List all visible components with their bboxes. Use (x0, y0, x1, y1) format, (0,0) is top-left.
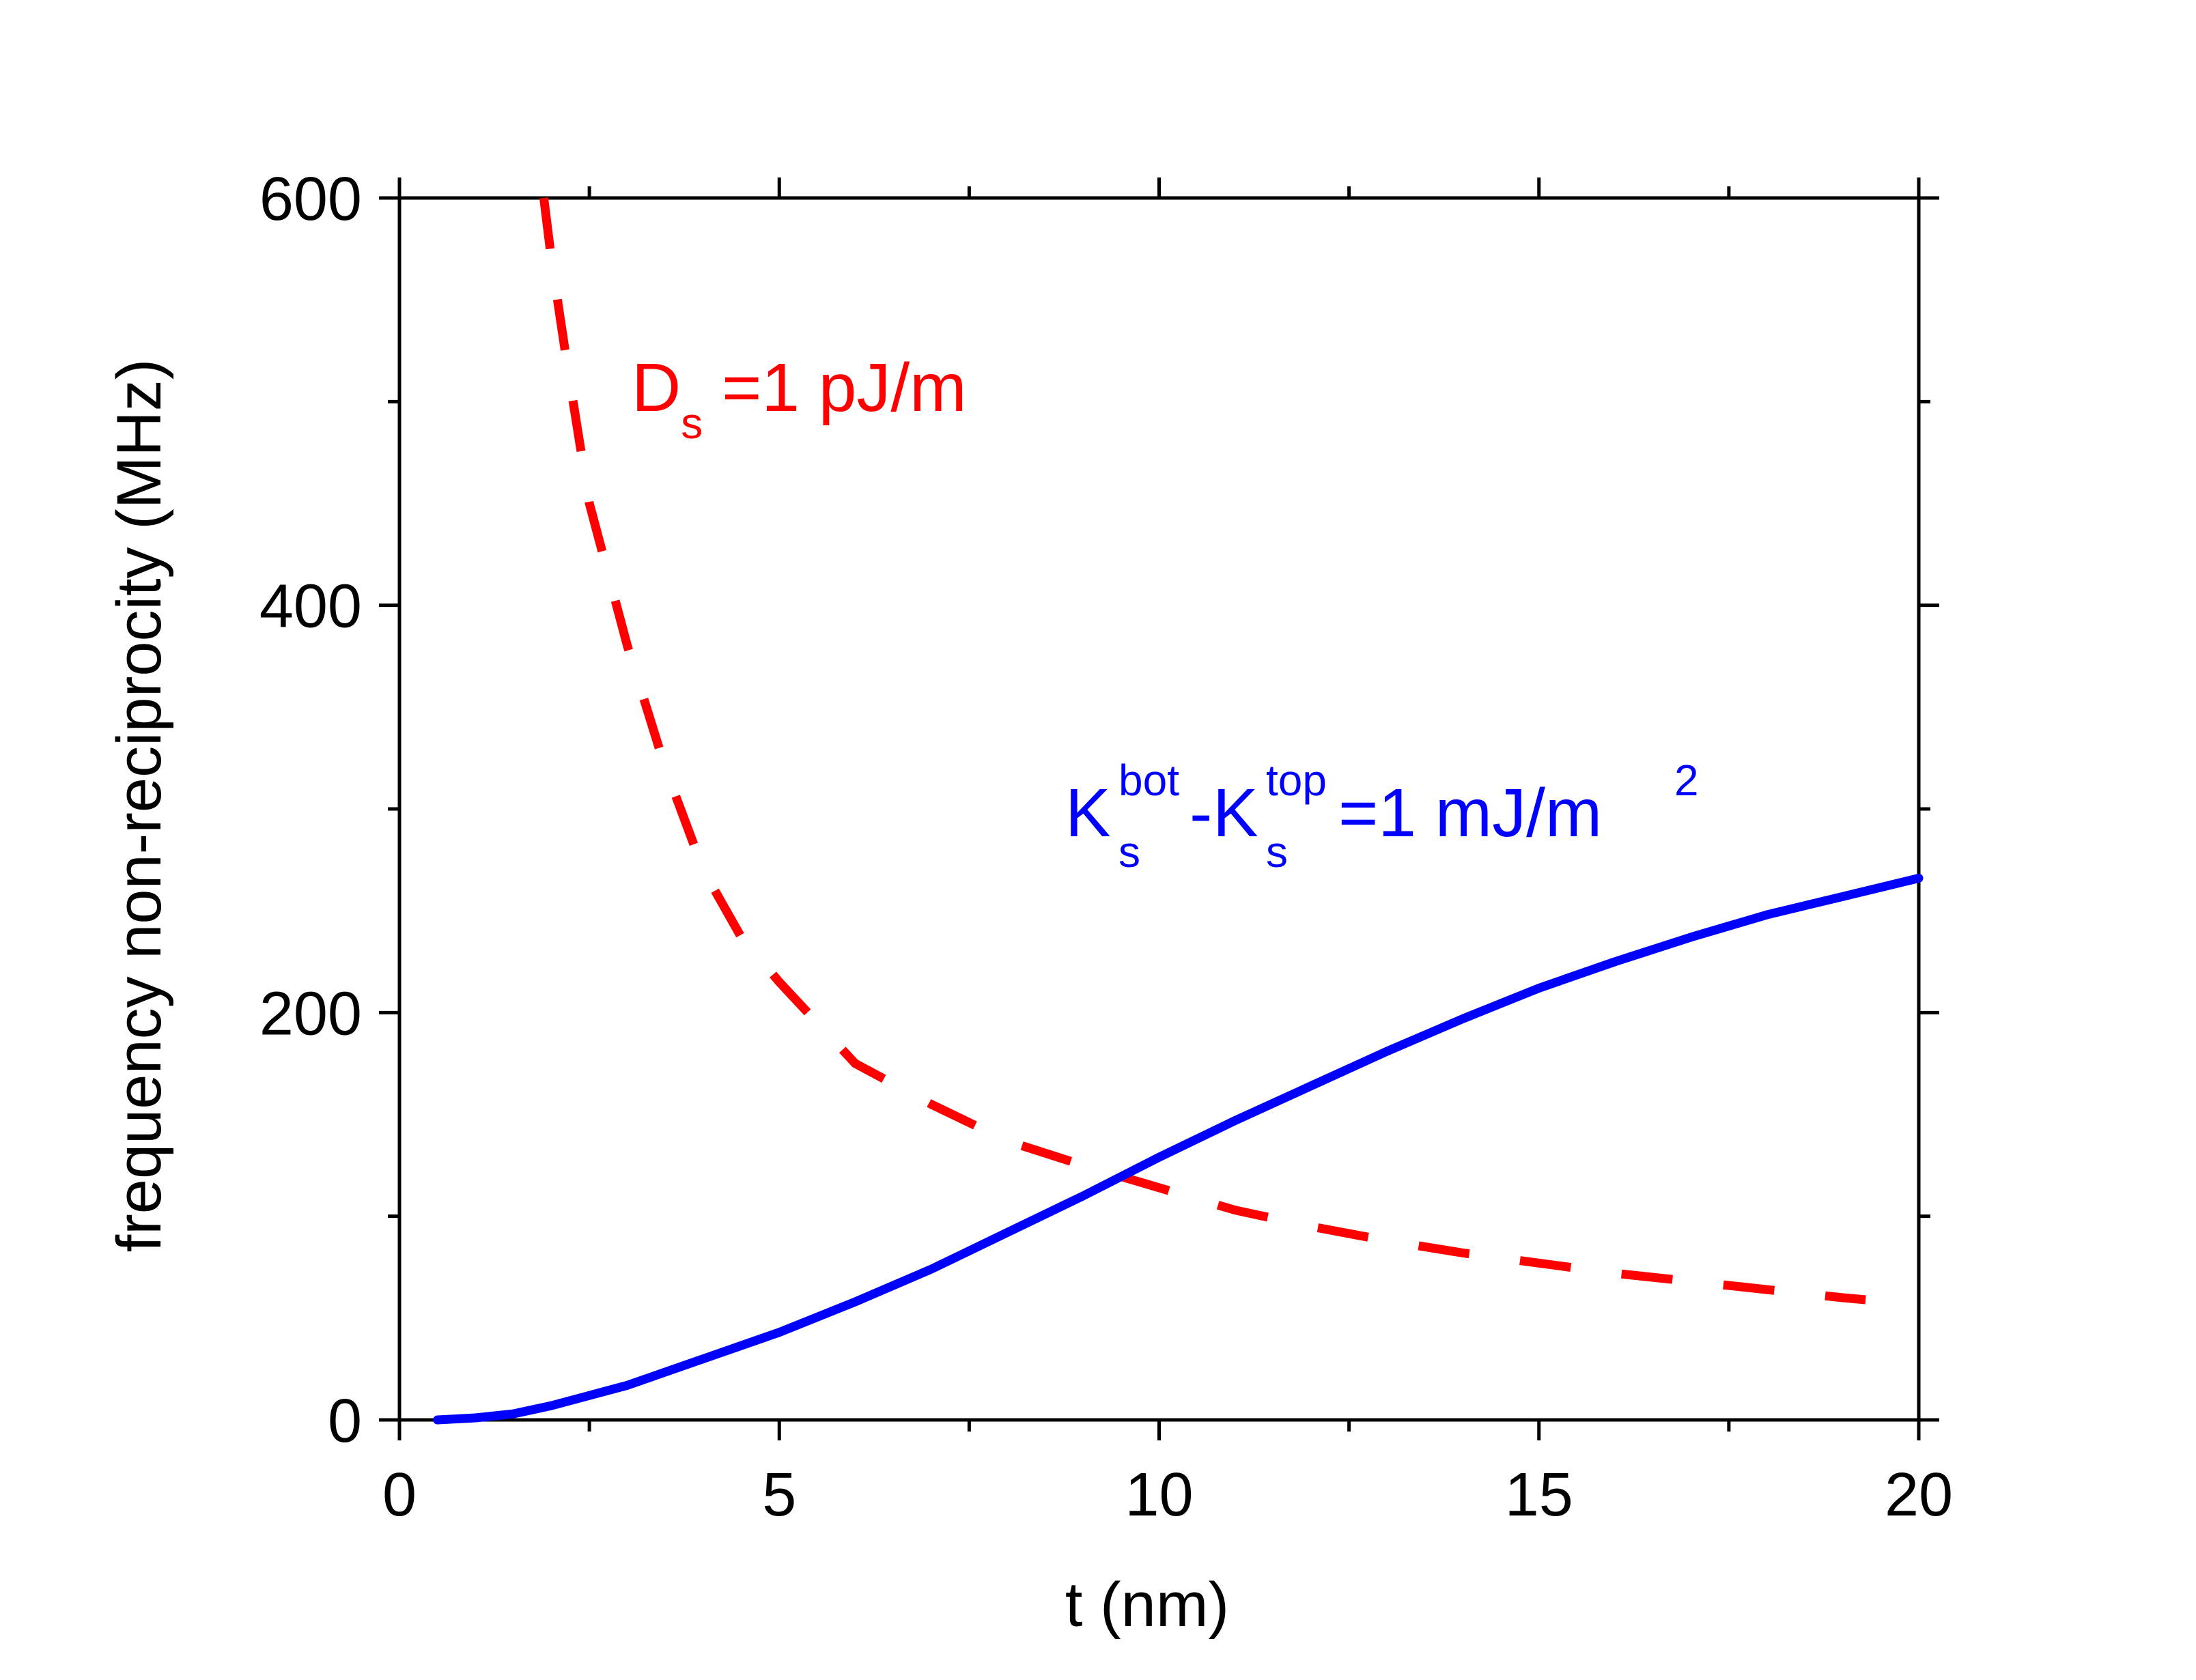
x-tick-label: 5 (762, 1461, 796, 1529)
annotation-ds-value: =1 pJ/m (703, 350, 966, 426)
annotation-ks-k1: K (1065, 775, 1111, 851)
annotation-ks-k1-sub: s (1118, 827, 1140, 877)
y-tick-label: 400 (259, 573, 362, 641)
annotation-ks-k2: K (1213, 775, 1258, 851)
annotation-ks-k2-sup: top (1266, 756, 1327, 805)
series-layer (433, 197, 1924, 1425)
annotation-ks: K bot s - K top s =1 mJ/m 2 (1065, 756, 1699, 877)
annotation-ks-value-sup: 2 (1674, 756, 1699, 805)
y-tick-label: 600 (259, 165, 362, 233)
y-tick-label: 200 (259, 980, 362, 1048)
annotation-ds: Ds =1 pJ/m (632, 350, 967, 448)
annotation-ds-subscript: s (681, 399, 703, 448)
plot-frame (397, 196, 1921, 1422)
x-tick-label: 0 (382, 1461, 417, 1529)
annotation-ks-dash: - (1190, 775, 1212, 851)
x-tick-label: 15 (1505, 1461, 1573, 1529)
y-axis-label: frequency non-reciprocity (MHz) (104, 359, 174, 1253)
x-axis-label: t (nm) (1065, 1570, 1229, 1640)
annotation-ks-value: =1 mJ/m (1338, 775, 1602, 851)
annotation-ds-symbol: D (632, 350, 681, 426)
x-tick-label: 20 (1885, 1461, 1953, 1529)
plot-border (397, 196, 1921, 1422)
axis-ticks (379, 177, 1939, 1440)
series-ds-line (539, 197, 1866, 1305)
x-tick-label: 10 (1125, 1461, 1193, 1529)
series-ks-line (433, 873, 1924, 1425)
annotation-ks-k2-sub: s (1266, 827, 1288, 877)
annotation-ks-k1-sup: bot (1118, 756, 1179, 805)
y-tick-label: 0 (328, 1387, 362, 1455)
